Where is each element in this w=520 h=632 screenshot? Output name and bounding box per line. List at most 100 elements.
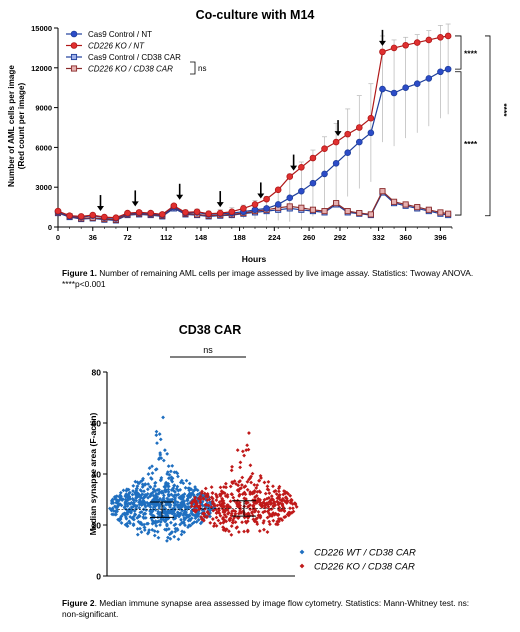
data-point	[248, 492, 253, 496]
data-point	[217, 502, 222, 507]
data-point	[136, 494, 141, 499]
data-point	[143, 482, 148, 486]
series-lines	[54, 32, 452, 224]
legend-marker	[70, 65, 78, 72]
data-point	[252, 483, 257, 487]
figure-2-dot-plot: CD38 CAR 0 20 40 60 80 Median synapse area (…	[88, 323, 416, 582]
data-point	[127, 519, 132, 524]
arrow-head	[96, 206, 104, 212]
data-point	[128, 521, 132, 526]
data-point	[211, 524, 216, 528]
data-point	[207, 512, 211, 517]
data-point	[178, 487, 183, 492]
data-point	[159, 456, 164, 460]
arrow-head	[290, 165, 298, 171]
data-point	[279, 508, 283, 513]
data-point	[258, 474, 263, 478]
data-point	[228, 499, 233, 504]
data-point	[244, 497, 248, 501]
data-point	[153, 489, 158, 493]
sig-label: ns	[203, 345, 213, 355]
data-point	[131, 523, 136, 528]
data-point	[198, 503, 202, 508]
data-point	[183, 523, 187, 528]
data-point	[122, 512, 127, 517]
data-point	[267, 507, 272, 512]
data-point	[185, 494, 190, 498]
data-point	[202, 491, 207, 496]
data-point	[272, 501, 277, 506]
data-point	[225, 492, 230, 497]
data-point	[248, 503, 252, 507]
data-point	[425, 75, 433, 82]
data-point	[117, 495, 122, 499]
data-point	[187, 488, 192, 493]
data-point	[180, 493, 185, 498]
data-point	[229, 468, 234, 473]
data-point	[142, 522, 146, 527]
data-point	[239, 483, 244, 487]
data-point	[170, 479, 175, 484]
data-point	[124, 516, 129, 521]
data-point	[118, 502, 122, 506]
data-point	[169, 508, 174, 513]
data-point	[289, 498, 294, 503]
data-point	[168, 505, 172, 509]
data-point	[142, 528, 147, 532]
data-point	[187, 517, 192, 522]
data-point	[203, 486, 208, 491]
data-point	[161, 415, 165, 420]
data-point	[219, 489, 224, 494]
data-point	[240, 492, 245, 497]
data-point	[157, 432, 162, 436]
data-point	[123, 515, 128, 519]
legend-label: CD226 KO / NT	[88, 42, 145, 51]
data-point	[174, 514, 178, 518]
x-axis-ticks: 0 36 72 112 148 188 224 260 292 332 360 396	[56, 227, 453, 242]
data-point	[195, 492, 200, 497]
data-point	[151, 487, 156, 492]
data-point	[201, 517, 206, 522]
data-point	[174, 487, 179, 491]
data-point	[139, 530, 144, 534]
data-point	[119, 521, 124, 525]
data-point	[144, 508, 148, 513]
data-point	[230, 509, 235, 514]
data-point	[122, 505, 127, 510]
data-point	[257, 529, 262, 533]
data-point	[125, 487, 129, 492]
data-point	[239, 511, 243, 515]
data-point	[245, 500, 250, 505]
data-point	[186, 518, 191, 523]
data-point	[182, 516, 187, 520]
data-point	[321, 208, 328, 215]
data-point	[344, 130, 352, 138]
data-point	[273, 503, 277, 508]
data-point	[77, 213, 85, 220]
data-point	[182, 499, 187, 504]
data-point	[140, 482, 145, 487]
chart-legend: Cas9 Control / NT CD226 KO / NT Cas9 Contr…	[66, 30, 181, 74]
legend-label: Cas9 Control / NT	[88, 30, 152, 39]
data-point	[169, 488, 174, 492]
data-point	[140, 499, 145, 503]
data-point	[251, 504, 256, 509]
data-point	[228, 208, 236, 216]
data-point	[142, 489, 146, 494]
data-point	[142, 501, 147, 505]
data-point	[220, 503, 225, 508]
significance-annotations: ns **** **** ****	[190, 35, 509, 217]
data-point	[123, 504, 128, 509]
data-point	[258, 501, 263, 505]
data-point	[379, 48, 386, 56]
data-point	[139, 503, 144, 507]
sig-label-cas9: ****	[464, 139, 478, 149]
data-point	[198, 494, 203, 499]
data-point	[379, 85, 386, 93]
data-point	[183, 485, 188, 490]
data-point	[391, 198, 398, 205]
data-point	[66, 212, 73, 220]
data-point	[235, 448, 240, 453]
data-point	[291, 506, 295, 511]
data-point	[162, 498, 167, 503]
